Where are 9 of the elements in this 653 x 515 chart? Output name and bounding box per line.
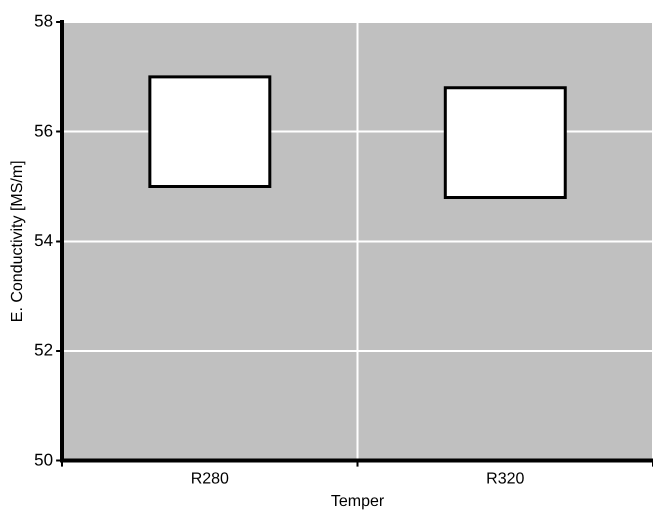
x-axis-title: Temper bbox=[330, 492, 385, 510]
x-tick-label: R280 bbox=[190, 470, 230, 488]
y-tick-label: 50 bbox=[34, 450, 54, 470]
y-tick-label: 58 bbox=[34, 12, 54, 31]
y-tick-label: 54 bbox=[34, 230, 54, 250]
x-tick-label: R320 bbox=[486, 470, 525, 488]
y-axis-title: E. Conductivity [MS/m] bbox=[9, 160, 26, 322]
y-tick-label: 56 bbox=[34, 121, 54, 140]
y-tick-label: 52 bbox=[34, 340, 54, 360]
